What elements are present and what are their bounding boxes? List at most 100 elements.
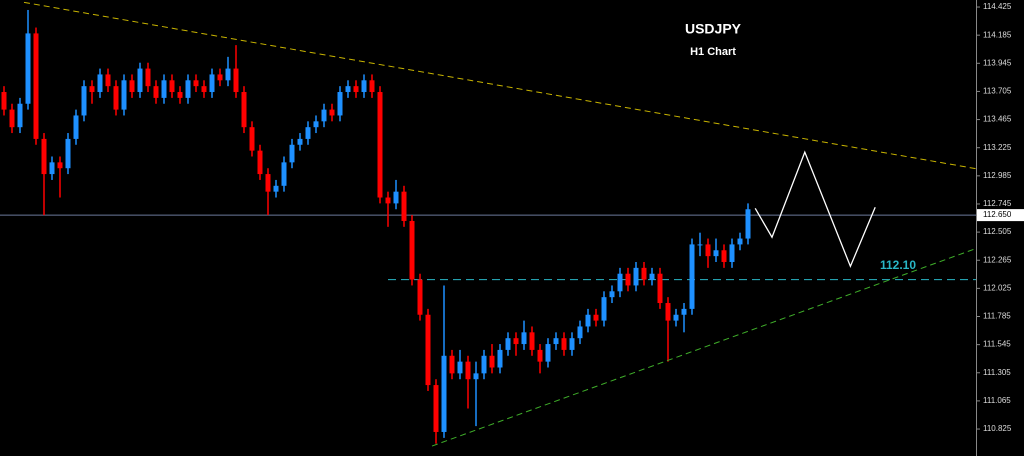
- candle-body: [409, 220, 415, 280]
- candle-body: [521, 332, 527, 345]
- candle-body: [241, 92, 247, 128]
- trendline: [23, 1, 977, 170]
- candle-body: [481, 355, 487, 374]
- candle-body: [569, 338, 575, 350]
- candle-body: [193, 80, 199, 87]
- candle-body: [153, 86, 159, 98]
- candle-body: [729, 244, 735, 262]
- candle-body: [689, 244, 695, 309]
- candle-body: [361, 80, 367, 93]
- chart-title: USDJPY: [685, 21, 742, 37]
- candle-body: [449, 355, 455, 374]
- y-tick-label: 114.185: [983, 30, 1012, 39]
- candle-body: [529, 332, 535, 350]
- candle-body: [89, 86, 95, 93]
- candle-body: [41, 138, 47, 175]
- candle-body: [129, 80, 135, 93]
- candle-body: [65, 138, 71, 169]
- candle-body: [25, 33, 31, 104]
- candle-body: [233, 68, 239, 93]
- candle-body: [601, 297, 607, 321]
- candle-body: [113, 86, 119, 110]
- candle-body: [417, 279, 423, 315]
- candle-body: [401, 191, 407, 221]
- candle-body: [473, 373, 479, 380]
- candle-body: [505, 338, 511, 350]
- candle-body: [97, 74, 103, 93]
- candle-body: [329, 109, 335, 116]
- y-tick-label: 113.945: [983, 58, 1012, 67]
- candle-body: [161, 80, 167, 98]
- candle-body: [57, 162, 63, 169]
- candle-body: [225, 68, 231, 81]
- y-tick-label: 113.225: [983, 143, 1012, 152]
- candle-body: [265, 174, 271, 192]
- candle-body: [81, 86, 87, 116]
- candle-body: [585, 314, 591, 327]
- y-tick-label: 112.985: [983, 171, 1012, 180]
- candle-body: [457, 361, 463, 374]
- candle-body: [281, 162, 287, 186]
- candle-body: [553, 338, 559, 345]
- candle-body: [289, 144, 295, 163]
- y-tick-label: 111.545: [983, 340, 1011, 349]
- candle-body: [641, 267, 647, 280]
- candle-body: [721, 250, 727, 262]
- y-tick-label: 111.785: [983, 312, 1011, 321]
- candle-body: [313, 121, 319, 128]
- y-tick-label: 114.425: [983, 2, 1012, 11]
- candle-body: [545, 344, 551, 362]
- candle-body: [321, 109, 327, 122]
- candle-body: [145, 68, 151, 87]
- y-tick-label: 112.505: [983, 227, 1012, 236]
- candle-body: [537, 349, 543, 362]
- candle-body: [609, 291, 615, 298]
- candle-body: [273, 185, 279, 192]
- candle-body: [705, 244, 711, 257]
- candle-body: [561, 338, 567, 350]
- candle-body: [337, 92, 343, 116]
- candle-body: [297, 138, 303, 145]
- y-tick-label: 111.065: [983, 396, 1011, 405]
- candle-body: [201, 86, 207, 93]
- candle-body: [593, 314, 599, 321]
- candle-body: [345, 86, 351, 93]
- candle-body: [489, 355, 495, 368]
- candle-body: [385, 197, 391, 204]
- candle-body: [257, 150, 263, 175]
- candle-body: [1, 92, 7, 110]
- candle-body: [737, 238, 743, 245]
- y-tick-label: 112.745: [983, 199, 1012, 208]
- chart-subtitle: H1 Chart: [690, 46, 736, 58]
- candle-body: [209, 74, 215, 93]
- y-tick-label: 113.705: [983, 87, 1012, 96]
- projection-path: [754, 150, 876, 269]
- candle-body: [137, 68, 143, 93]
- candle-body: [393, 191, 399, 204]
- candle-body: [217, 74, 223, 81]
- candle-body: [305, 127, 311, 139]
- candle-body: [249, 127, 255, 151]
- candle-body: [73, 115, 79, 139]
- candle-body: [745, 209, 751, 239]
- candle-body: [617, 273, 623, 292]
- candle-body: [633, 267, 639, 286]
- candle-body: [425, 314, 431, 386]
- candle-body: [169, 80, 175, 93]
- candle-body: [121, 80, 127, 110]
- candle-body: [465, 361, 471, 380]
- candle-body: [681, 308, 687, 315]
- candle-body: [441, 355, 447, 432]
- candle-body: [185, 80, 191, 98]
- y-tick-label: 113.465: [983, 115, 1012, 124]
- trendline: [431, 248, 977, 447]
- level-label: 112.10: [880, 258, 916, 272]
- candle-body: [353, 86, 359, 93]
- candle-body: [665, 303, 671, 321]
- candle-body: [513, 338, 519, 345]
- candle-body: [697, 244, 703, 246]
- candle-body: [673, 314, 679, 321]
- candle-body: [49, 162, 55, 175]
